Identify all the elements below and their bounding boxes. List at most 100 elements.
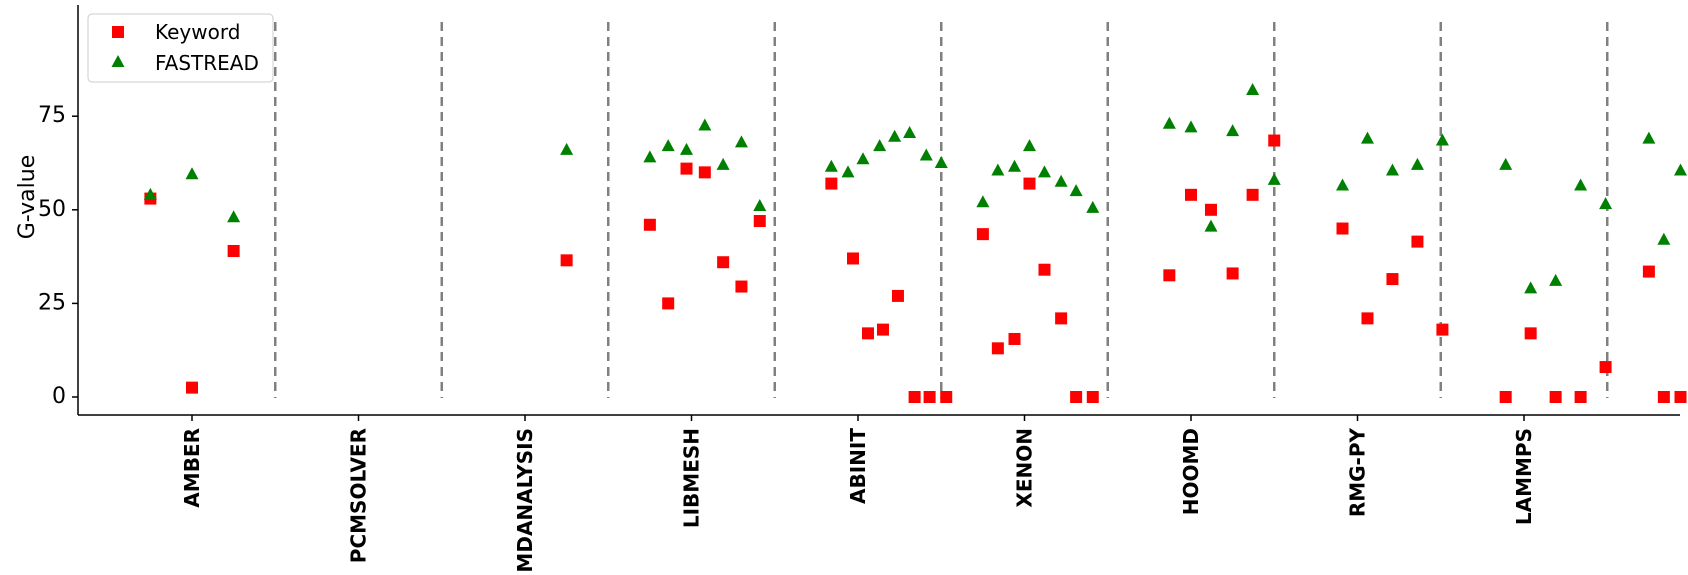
keyword-point: [1204, 203, 1217, 216]
keyword-point: [1674, 391, 1687, 403]
fastread-point: [185, 167, 199, 180]
fastread-point: [734, 135, 748, 148]
fastread-point: [698, 118, 712, 131]
keyword-point: [1185, 188, 1197, 201]
fastread-point: [991, 163, 1005, 176]
keyword-point: [643, 218, 656, 231]
keyword-point: [1436, 323, 1449, 336]
fastread-point: [1086, 200, 1100, 213]
fastread-point: [841, 165, 855, 178]
y-tick-label: 75: [38, 103, 66, 128]
keyword-point: [1574, 391, 1587, 403]
x-tick-label: ABINIT: [846, 428, 870, 504]
keyword-point: [560, 254, 573, 267]
fastread-point: [661, 139, 675, 152]
keyword-point: [186, 381, 198, 394]
fastread-point: [1037, 165, 1051, 178]
keyword-point: [1070, 391, 1083, 403]
keyword-point: [1268, 134, 1281, 147]
category-separators: [274, 22, 1609, 398]
keyword-point: [1023, 177, 1036, 190]
fastread-point: [1054, 174, 1068, 187]
fastread-point: [560, 142, 574, 155]
fastread-point: [1657, 232, 1671, 245]
fastread-point: [716, 157, 730, 170]
keyword-point: [1386, 273, 1399, 286]
keyword-point: [698, 166, 711, 179]
x-ticks: AMBER PCMSOLVER MDANALYSIS LIBMESH ABINIT XEN…: [180, 415, 1536, 573]
fastread-point: [1184, 120, 1198, 133]
keyword-point: [717, 256, 730, 269]
keyword-point: [825, 177, 838, 190]
legend: Keyword FASTREAD: [87, 13, 274, 83]
fastread-point: [1549, 273, 1563, 286]
keyword-point: [1657, 391, 1670, 403]
keyword-point: [1549, 391, 1562, 403]
y-ticks: 0 25 50 75: [38, 103, 78, 409]
fastread-point: [888, 129, 902, 142]
x-tick-label: XENON: [1013, 428, 1037, 508]
fastread-point: [1499, 157, 1513, 170]
keyword-point: [1499, 391, 1512, 403]
y-tick-label: 50: [38, 197, 66, 222]
keyword-point: [1524, 327, 1537, 340]
y-axis-title: G-value: [15, 155, 40, 240]
keyword-point: [1226, 267, 1239, 280]
fastread-point: [643, 150, 657, 163]
x-tick-label: LAMMPS: [1512, 428, 1536, 525]
data-points: [143, 82, 1688, 403]
keyword-point: [680, 162, 693, 175]
keyword-point: [227, 244, 240, 257]
fastread-point: [1022, 139, 1036, 152]
keyword-point: [735, 280, 748, 293]
fastread-point: [1674, 163, 1688, 176]
y-tick-label: 25: [38, 290, 66, 315]
fastread-point: [753, 199, 767, 212]
fastread-point: [856, 152, 870, 165]
keyword-point: [662, 297, 675, 310]
fastread-point: [1204, 219, 1218, 232]
fastread-point: [1162, 116, 1176, 129]
legend-fastread-marker: [111, 55, 125, 67]
fastread-point: [919, 148, 933, 161]
fastread-point: [873, 139, 887, 152]
legend-box: [87, 13, 274, 83]
x-tick-label: MDANALYSIS: [513, 428, 537, 573]
fastread-point: [1599, 197, 1613, 210]
legend-keyword-label: Keyword: [155, 20, 240, 44]
x-tick-label: PCMSOLVER: [347, 428, 371, 563]
keyword-point: [1008, 332, 1021, 345]
fastread-point: [903, 126, 917, 139]
legend-fastread-label: FASTREAD: [155, 51, 259, 75]
fastread-point: [1524, 281, 1538, 294]
fastread-point: [1642, 131, 1656, 144]
keyword-point: [1246, 188, 1259, 201]
keyword-point: [753, 215, 766, 228]
keyword-point: [876, 323, 889, 336]
keyword-point: [1599, 361, 1612, 374]
fastread-point: [143, 187, 157, 200]
keyword-point: [1055, 312, 1068, 325]
fastread-point: [1336, 178, 1350, 191]
fastread-point: [934, 156, 948, 168]
fastread-point: [1267, 172, 1281, 185]
keyword-point: [1361, 312, 1374, 325]
x-tick-label: RMG-PY: [1346, 427, 1370, 517]
keyword-point: [1642, 265, 1655, 278]
keyword-point: [991, 342, 1004, 355]
keyword-point: [861, 327, 874, 340]
keyword-point: [940, 391, 953, 403]
fastread-point: [227, 210, 241, 223]
fastread-point: [824, 159, 838, 172]
fastread-point: [1069, 184, 1083, 197]
keyword-point: [1086, 391, 1099, 403]
fastread-point: [1246, 82, 1260, 95]
keyword-point: [1336, 222, 1349, 235]
fastread-point: [1410, 157, 1424, 170]
keyword-point: [976, 228, 989, 241]
fastread-point: [1574, 178, 1588, 191]
keyword-point: [1038, 263, 1051, 276]
fastread-point: [1360, 131, 1374, 144]
x-tick-label: HOOMD: [1179, 428, 1203, 515]
keyword-point: [908, 391, 921, 403]
